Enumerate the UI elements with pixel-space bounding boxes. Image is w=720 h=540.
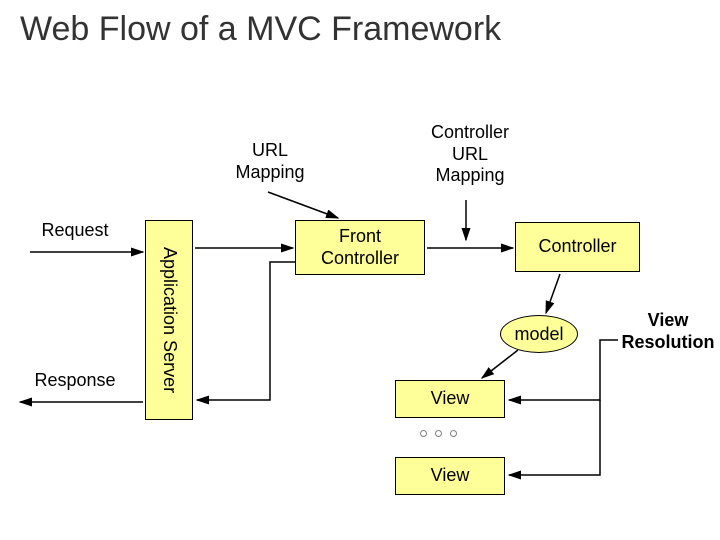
model-oval: model — [500, 315, 578, 353]
ellipsis-dots — [420, 430, 457, 437]
page-title: Web Flow of a MVC Framework — [20, 10, 501, 49]
application-server-box: Application Server — [145, 220, 193, 420]
view1-box: View — [395, 380, 505, 418]
view-resolution-label: View Resolution — [618, 310, 718, 353]
request-label: Request — [30, 220, 120, 242]
controller-box: Controller — [515, 222, 640, 272]
url-mapping-label: URL Mapping — [220, 140, 320, 183]
controller-url-mapping-label: Controller URL Mapping — [415, 122, 525, 187]
front-controller-box: Front Controller — [295, 220, 425, 275]
response-label: Response — [25, 370, 125, 392]
view2-box: View — [395, 457, 505, 495]
